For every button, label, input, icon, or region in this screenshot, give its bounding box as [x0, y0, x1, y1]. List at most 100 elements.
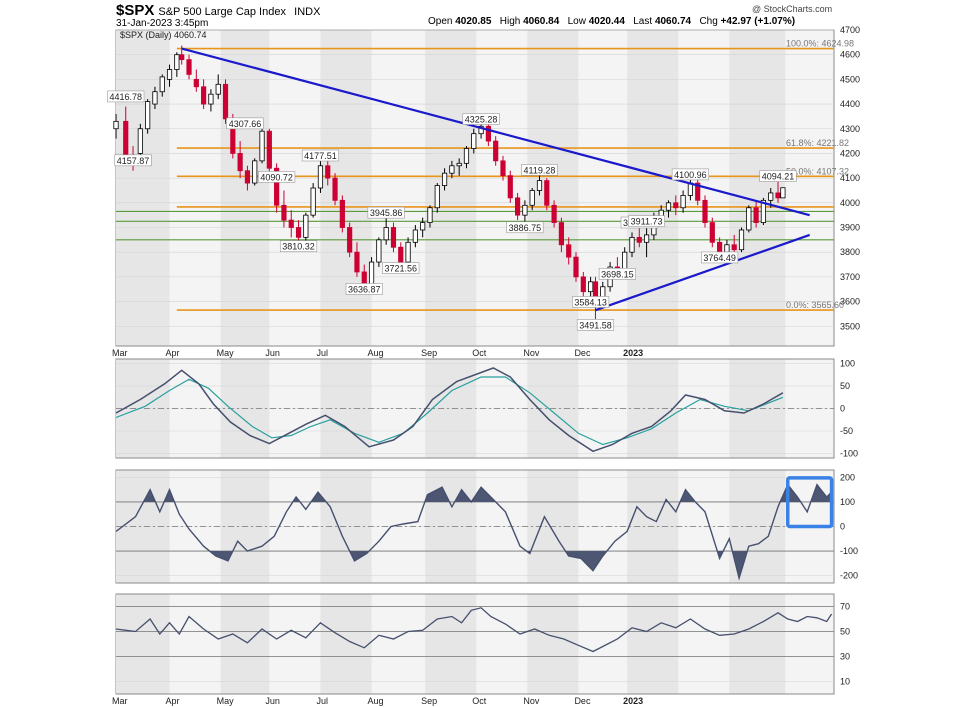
- price-annotation-box: [701, 251, 739, 264]
- cci-y-tick-label: 200: [840, 472, 855, 482]
- candle-body: [288, 219, 294, 228]
- price-annotation-label: 3810.32: [282, 242, 315, 252]
- x-tick-label: May: [217, 348, 235, 358]
- candle-body: [753, 207, 759, 223]
- candle-body: [738, 229, 745, 251]
- candle-body: [702, 199, 708, 223]
- x-tick-label: Oct: [472, 348, 487, 358]
- candle-body: [193, 78, 199, 88]
- x-tick-label: Sep: [421, 696, 437, 706]
- price-y-tick-label: 4600: [840, 50, 860, 60]
- candle-body: [456, 162, 462, 167]
- x-tick-label: Sep: [421, 348, 437, 358]
- price-annotation-label: 3764.49: [703, 253, 736, 263]
- candle-body: [347, 227, 353, 253]
- candle-body: [665, 202, 672, 211]
- candle-body: [636, 236, 642, 243]
- x-tick-label: Jul: [316, 696, 328, 706]
- price-month-band: [425, 30, 477, 346]
- candle-body: [463, 148, 470, 164]
- price-y-tick-label: 3600: [840, 297, 860, 307]
- candle-body: [383, 227, 389, 241]
- candle-body: [166, 69, 173, 80]
- high-label: High: [499, 16, 521, 27]
- price-annotation-box: [759, 170, 797, 182]
- cci-highlight-box: [786, 476, 834, 529]
- candle-body: [566, 244, 572, 258]
- candle-body: [449, 165, 455, 174]
- macd-signal-line: [115, 376, 784, 446]
- price-month-band: [220, 30, 270, 346]
- price-y-tick-label: 4000: [840, 198, 860, 208]
- trendline: [595, 233, 811, 312]
- candle-body: [179, 54, 185, 61]
- price-y-tick-label: 4700: [840, 25, 860, 35]
- rsi-month-band: [527, 594, 579, 694]
- x-tick-label: 2023: [623, 696, 643, 706]
- candle-body: [434, 185, 440, 209]
- x-tick-label: Jul: [316, 348, 328, 358]
- fib-label: 50.0%: 4107.32: [786, 166, 849, 176]
- candle-body: [544, 180, 550, 206]
- candle-body: [588, 281, 594, 293]
- candle-body: [208, 93, 214, 105]
- candle-body: [551, 204, 557, 223]
- price-month-band: [320, 30, 372, 346]
- rsi-y-tick-label: 10: [840, 677, 850, 687]
- price-annotation-label: 4177.51: [304, 151, 337, 161]
- price-annotation-label: 4157.87: [117, 156, 150, 166]
- candle-body: [123, 120, 129, 159]
- last-label: Last: [633, 16, 653, 27]
- price-annotation-label: 3584.13: [574, 297, 607, 307]
- fib-label: 61.8%: 4221.82: [786, 138, 849, 148]
- macd-line: [115, 367, 784, 453]
- low-value: 4020.44: [588, 16, 625, 27]
- candle-body: [368, 261, 375, 285]
- rsi-month-band: [320, 594, 372, 694]
- candle-body: [529, 190, 535, 206]
- candle-body: [573, 256, 579, 278]
- price-annotation-label: 3491.58: [579, 320, 612, 330]
- x-tick-label: Dec: [574, 696, 591, 706]
- price-annotation-box: [521, 164, 558, 176]
- rsi-line: [115, 607, 833, 653]
- candle-body: [695, 182, 701, 201]
- candle-body: [310, 187, 316, 216]
- candle-body: [643, 234, 650, 243]
- price-annotation-box: [258, 171, 296, 183]
- candle-body: [244, 170, 251, 184]
- x-tick-label: Jun: [265, 696, 280, 706]
- price-annotation-box: [107, 90, 145, 103]
- price-annotation-label: 3886.75: [509, 223, 542, 233]
- trendlines: [181, 47, 811, 312]
- candle-body: [145, 101, 151, 130]
- cci-y-tick-label: -100: [840, 546, 858, 556]
- cci-y-tick-label: 0: [840, 522, 845, 532]
- fib-label: 100.0%: 4624.98: [786, 39, 854, 49]
- last-value: 4060.74: [654, 16, 692, 27]
- price-y-tick-label: 3700: [840, 272, 860, 282]
- price-annotation-label: 3945.86: [370, 208, 403, 218]
- price-annotation-label: 3721.56: [384, 264, 417, 274]
- chg-value: +42.97 (+1.07%): [720, 16, 796, 27]
- cci-y-tick-label: -200: [840, 571, 858, 581]
- brand-watermark: @ StockCharts.com: [752, 4, 833, 14]
- candle-body: [441, 172, 448, 186]
- candle-body: [717, 241, 723, 253]
- candle-body: [709, 222, 715, 243]
- candle-body: [558, 222, 564, 246]
- rsi-y-tick-label: 30: [840, 652, 850, 662]
- candle-body: [137, 128, 143, 154]
- candle-body: [629, 236, 635, 253]
- candle-body: [507, 175, 513, 199]
- candle-body: [376, 239, 382, 263]
- candle-body: [274, 167, 280, 206]
- x-tick-label: Oct: [472, 696, 487, 706]
- x-tick-label: Apr: [166, 348, 180, 358]
- candle-body: [332, 177, 338, 201]
- candle-body: [760, 199, 767, 223]
- price-month-band: [527, 30, 579, 346]
- high-value: 4060.84: [523, 16, 560, 27]
- price-annotation-box: [226, 117, 264, 130]
